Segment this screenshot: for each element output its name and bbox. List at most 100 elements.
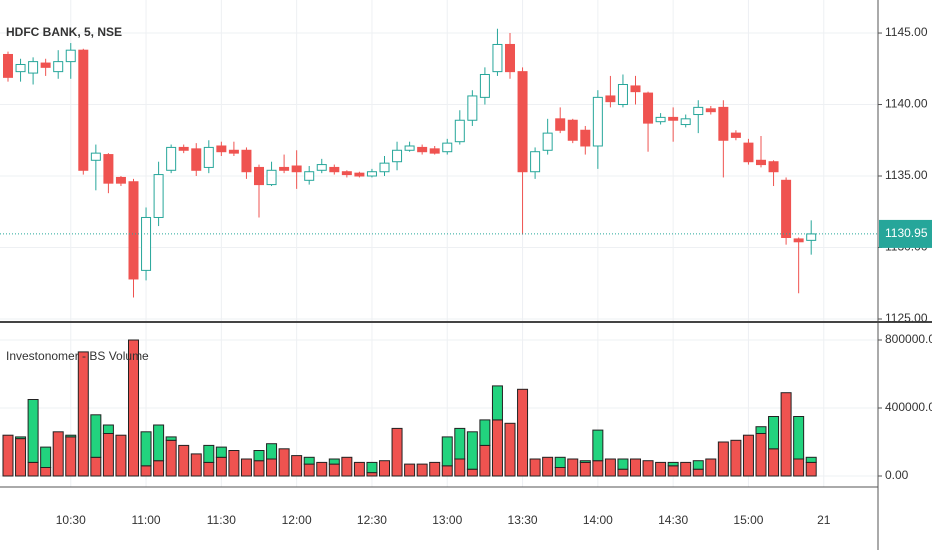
volume-bar — [215, 446, 227, 458]
x-tick-label: 13:00 — [432, 513, 462, 527]
volume-bar — [190, 453, 202, 477]
volume-bar — [253, 460, 265, 477]
candle-body — [78, 49, 89, 171]
candle-body — [279, 166, 290, 171]
chart-title: HDFC BANK, 5, NSE — [6, 25, 122, 39]
volume-bar — [617, 458, 629, 470]
volume-bar — [379, 460, 390, 477]
x-tick-label: 13:30 — [508, 513, 538, 527]
candle-body — [806, 233, 817, 241]
candle-body — [668, 116, 679, 121]
candle-body — [517, 71, 528, 173]
volume-bar — [554, 467, 566, 477]
volume-bar — [755, 433, 767, 477]
candle-body — [254, 166, 264, 186]
candle-body — [643, 92, 654, 124]
volume-bar — [40, 467, 52, 477]
volume-bar — [90, 414, 102, 458]
volume-bar — [115, 434, 127, 477]
x-tick-label: 12:30 — [357, 513, 387, 527]
candle-body — [366, 171, 377, 177]
volume-bar — [429, 461, 441, 477]
volume-bar — [692, 460, 704, 470]
volume-bar — [303, 456, 315, 465]
volume-bar — [742, 434, 754, 477]
volume-bar — [692, 468, 704, 477]
volume-bar — [491, 419, 503, 477]
volume-bar — [291, 455, 303, 477]
volume-bar — [27, 461, 39, 477]
candle-body — [567, 119, 578, 141]
volume-bar — [517, 388, 529, 477]
candle-body — [693, 106, 704, 116]
candle-body — [793, 238, 804, 243]
volume-bar — [328, 463, 340, 477]
volume-bar — [466, 431, 478, 470]
volume-bar — [479, 444, 491, 477]
volume-bar — [140, 431, 152, 467]
volume-bar — [128, 339, 139, 477]
volume-bar — [240, 458, 252, 477]
candle-body — [28, 61, 39, 74]
volume-bar — [567, 458, 579, 477]
x-tick-label: 11:30 — [207, 513, 236, 527]
candle-body — [178, 146, 189, 151]
candle-body — [354, 172, 365, 177]
volume-bar — [504, 422, 516, 477]
volume-bar — [491, 385, 503, 421]
candle-body — [605, 95, 616, 103]
volume-bar — [102, 424, 114, 435]
volume-bar — [278, 448, 290, 477]
candle-body — [128, 181, 139, 280]
volume-bar — [153, 460, 165, 477]
x-tick-label: 11:00 — [131, 513, 160, 527]
volume-bar — [768, 416, 780, 450]
volume-bar — [592, 460, 604, 477]
volume-bar — [592, 429, 604, 462]
candle-body — [166, 146, 177, 171]
volume-bar — [366, 461, 378, 474]
volume-bar — [529, 458, 541, 477]
candle-body — [341, 171, 352, 176]
candle-body — [392, 149, 403, 163]
candle-body — [680, 118, 691, 126]
volume-bar — [404, 463, 416, 477]
candle-body — [404, 145, 415, 151]
candle-body — [115, 176, 126, 184]
volume-bar — [655, 461, 667, 477]
volume-bar — [805, 461, 817, 477]
candle-body — [530, 151, 541, 173]
volume-bar — [203, 444, 215, 463]
candle-body — [479, 73, 490, 98]
volume-bar — [768, 448, 780, 477]
volume-bar — [203, 461, 215, 477]
y-tick-label: 800000.00 — [885, 332, 932, 346]
volume-bar — [793, 416, 805, 460]
x-tick-label: 15:00 — [733, 513, 763, 527]
candle-body — [153, 174, 164, 218]
volume-bar — [2, 434, 14, 477]
volume-bar — [153, 424, 165, 462]
volume-bar — [15, 436, 27, 440]
candle-body — [203, 146, 214, 168]
x-tick-label: 12:00 — [282, 513, 312, 527]
volume-bar — [341, 456, 353, 477]
candle-body — [467, 95, 478, 121]
candle-body — [15, 63, 26, 73]
volume-bar — [604, 458, 616, 477]
candle-body — [216, 145, 227, 153]
candle-body — [454, 119, 465, 143]
candle-body — [329, 166, 340, 173]
volume-bar — [667, 461, 679, 467]
candle-body — [505, 43, 515, 73]
volume-bar — [77, 351, 89, 477]
volume-bar — [454, 458, 466, 477]
volume-bar — [165, 439, 177, 477]
volume-bar — [353, 461, 365, 477]
volume-bar — [328, 458, 340, 465]
last-price-label: 1130.95 — [885, 226, 928, 240]
volume-bar — [780, 392, 792, 477]
volume-bar — [579, 461, 591, 477]
volume-bar — [228, 450, 240, 477]
